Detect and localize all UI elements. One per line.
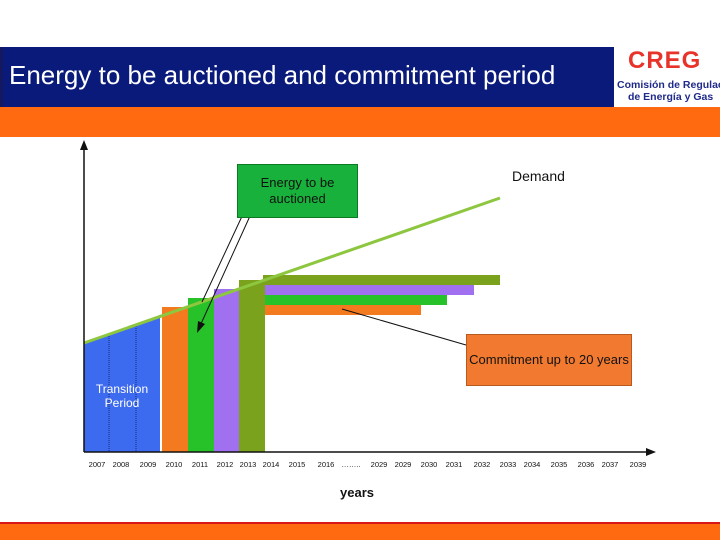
x-tick: 2033 <box>499 460 517 469</box>
energy-auctioned-box: Energy to be auctioned <box>237 164 358 218</box>
energy-auctioned-label: Energy to be auctioned <box>260 175 335 206</box>
pointer-line <box>201 211 245 303</box>
x-tick: 2007 <box>88 460 106 469</box>
demand-line <box>83 196 501 345</box>
pointer-line <box>199 215 251 327</box>
x-tick: 2030 <box>420 460 438 469</box>
pointer-arrowhead <box>197 321 205 333</box>
x-tick: 2037 <box>601 460 619 469</box>
commitment-bar-olive <box>263 275 500 285</box>
x-axis-title: years <box>340 485 374 500</box>
x-tick: 2032 <box>473 460 491 469</box>
x-tick: 2031 <box>445 460 463 469</box>
auction-column-olive <box>239 280 265 452</box>
x-tick: 2035 <box>550 460 568 469</box>
x-tick: 2013 <box>239 460 257 469</box>
commitment-pointer <box>341 308 467 346</box>
commitment-label: Commitment up to 20 years <box>469 352 629 367</box>
x-tick: 2016 <box>317 460 335 469</box>
header-accent-bar <box>0 107 720 137</box>
transition-area <box>84 316 160 452</box>
commitment-bar-green <box>214 295 447 305</box>
page-title: Energy to be auctioned and commitment pe… <box>9 60 556 90</box>
auction-column-purple <box>214 289 239 452</box>
transition-period-label: Transition Period <box>95 382 149 410</box>
commitment-bar-orange <box>188 305 421 315</box>
x-tick: 2039 <box>629 460 647 469</box>
x-tick: 2015 <box>288 460 306 469</box>
creg-logo: CREG Comisión de Regulación de Energía y… <box>614 43 720 107</box>
logo-mark: CREG <box>628 47 702 74</box>
auction-column-green <box>188 298 214 452</box>
x-tick: …….. <box>341 460 361 469</box>
commitment-box: Commitment up to 20 years <box>466 334 632 386</box>
logo-line-1: Comisión de Regulación <box>617 79 720 91</box>
x-tick: 2014 <box>262 460 280 469</box>
x-axis-arrow <box>646 448 656 456</box>
x-tick: 2010 <box>165 460 183 469</box>
x-tick: 2036 <box>577 460 595 469</box>
footer-accent-bar <box>0 522 720 540</box>
logo-line-2: de Energía y Gas <box>628 91 714 103</box>
x-tick: 2008 <box>112 460 130 469</box>
title-bar: Energy to be auctioned and commitment pe… <box>0 47 614 107</box>
demand-label: Demand <box>512 168 565 184</box>
y-axis-arrow <box>80 140 88 150</box>
commitment-bar-purple <box>240 285 474 295</box>
x-tick: 2029 <box>370 460 388 469</box>
x-tick: 2029 <box>394 460 412 469</box>
x-tick: 2012 <box>216 460 234 469</box>
x-tick: 2009 <box>139 460 157 469</box>
x-tick: 2011 <box>191 460 209 469</box>
auction-column-orange <box>162 307 188 452</box>
x-tick: 2034 <box>523 460 541 469</box>
